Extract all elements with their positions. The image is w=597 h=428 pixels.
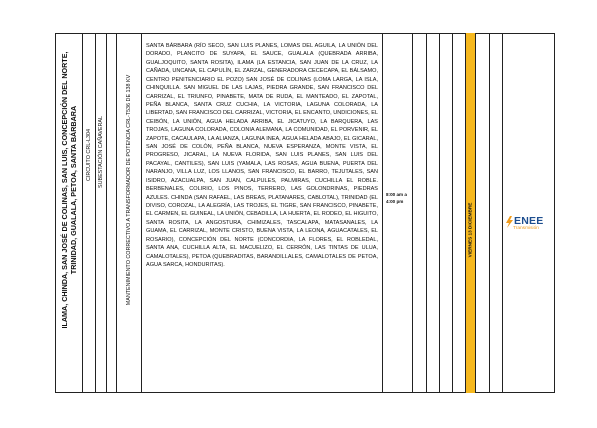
time-end: 4:00 pm [386, 198, 404, 204]
lightning-bolt-icon [506, 216, 513, 228]
substation-label: SUBESTACIÓN CAÑAVERAL [98, 116, 104, 188]
column-divider [439, 33, 440, 393]
logo-wordmark: ENEE [514, 215, 544, 227]
schedule-time: 8:00 am a 4:00 pm [386, 192, 407, 205]
affected-region: ILAMA, CHINDA, SAN JOSÉ DE COLINAS, SAN … [60, 51, 78, 329]
column-divider [55, 33, 56, 393]
affected-areas-text: SANTA BÁRBARA (RÍO SECO, SAN LUIS PLANES… [146, 43, 378, 268]
column-divider [426, 33, 427, 393]
column-divider [412, 33, 413, 393]
column-divider [95, 33, 96, 393]
logo-subtitle: Transmisión [513, 226, 539, 231]
table-top-border [55, 33, 555, 34]
column-divider [116, 33, 117, 393]
table-bottom-border [55, 392, 555, 393]
column-divider [382, 33, 383, 393]
time-start: 8:00 am a [386, 192, 407, 197]
column-divider [106, 33, 107, 393]
outage-day: VIERNES 13 DICIEMBRE [467, 202, 473, 258]
circuit-label: CIRCUITO CRL-L304 [86, 128, 92, 182]
day-highlight-cell [465, 33, 475, 393]
column-divider [465, 33, 466, 393]
column-divider [554, 33, 555, 393]
column-divider [82, 33, 83, 393]
column-divider [475, 33, 476, 393]
column-divider [141, 33, 142, 393]
column-divider [452, 33, 453, 393]
column-divider [502, 33, 503, 393]
column-divider [489, 33, 490, 393]
work-description: MANTENIMIENTO CORRECTIVO A TRANSFORMADOR… [126, 74, 132, 306]
